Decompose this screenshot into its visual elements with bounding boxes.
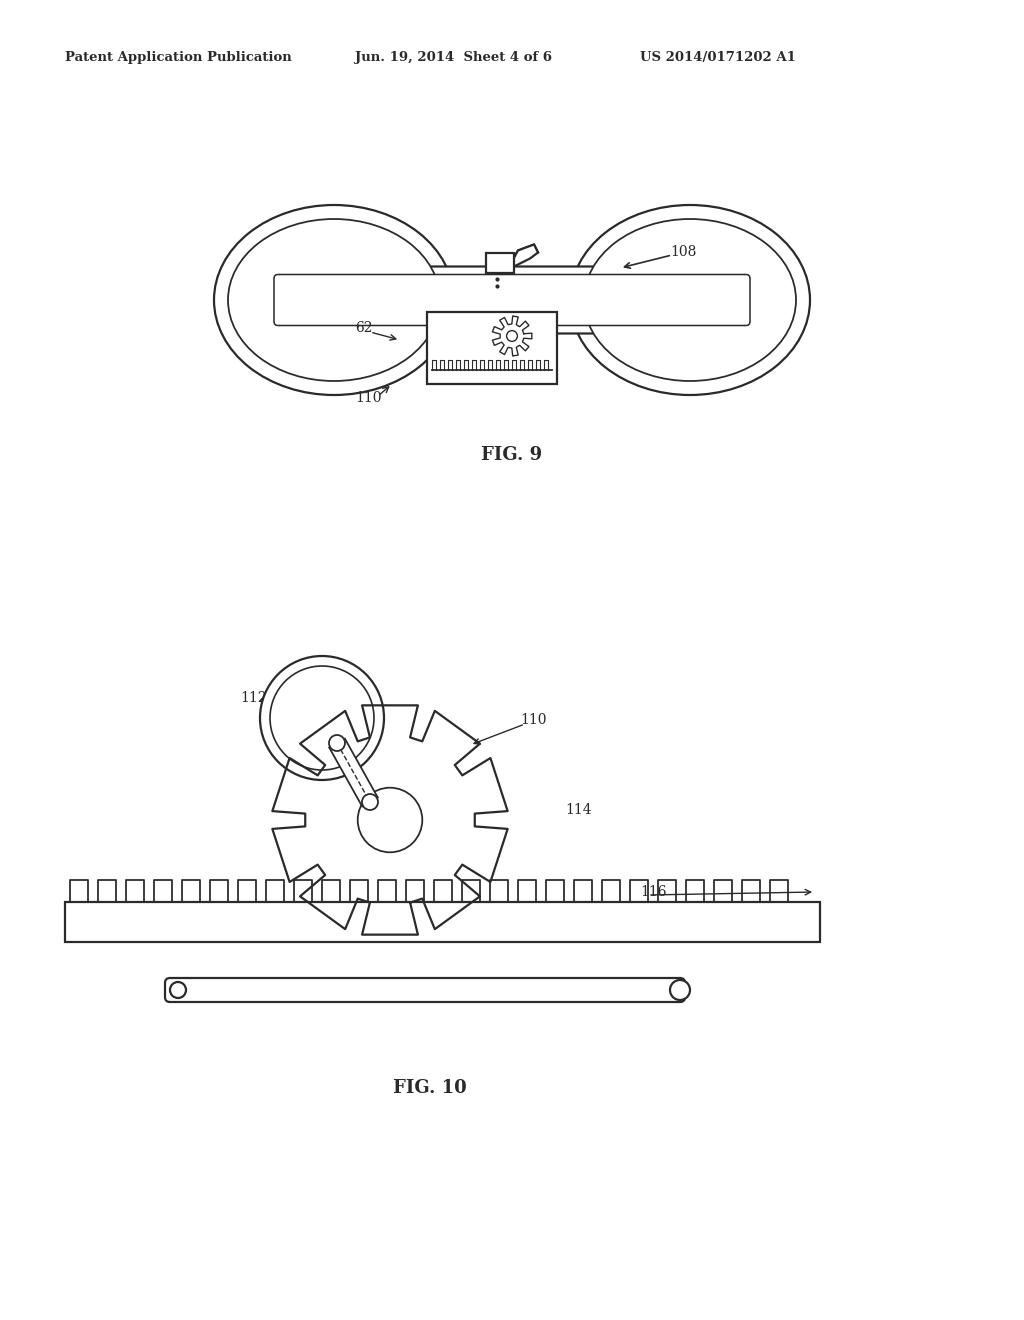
Text: 116: 116 bbox=[640, 884, 667, 899]
Ellipse shape bbox=[214, 205, 454, 395]
Bar bbox=[427, 312, 557, 384]
Bar bbox=[486, 252, 514, 272]
Text: Patent Application Publication: Patent Application Publication bbox=[65, 51, 292, 65]
Text: 110: 110 bbox=[520, 713, 547, 727]
Ellipse shape bbox=[228, 219, 440, 381]
Circle shape bbox=[357, 788, 422, 853]
Ellipse shape bbox=[570, 205, 810, 395]
Text: 118: 118 bbox=[575, 978, 601, 993]
Polygon shape bbox=[506, 244, 538, 272]
Circle shape bbox=[670, 979, 690, 1001]
Circle shape bbox=[362, 795, 378, 810]
Text: US 2014/0171202 A1: US 2014/0171202 A1 bbox=[640, 51, 796, 65]
Circle shape bbox=[329, 735, 345, 751]
Ellipse shape bbox=[584, 219, 796, 381]
Text: 108: 108 bbox=[670, 246, 696, 259]
FancyBboxPatch shape bbox=[266, 267, 758, 334]
Text: 114: 114 bbox=[565, 803, 592, 817]
Polygon shape bbox=[329, 739, 378, 807]
Text: 110: 110 bbox=[355, 391, 382, 405]
Circle shape bbox=[270, 667, 374, 770]
Circle shape bbox=[170, 982, 186, 998]
FancyBboxPatch shape bbox=[274, 275, 750, 326]
FancyBboxPatch shape bbox=[165, 978, 685, 1002]
Circle shape bbox=[260, 656, 384, 780]
Text: FIG. 9: FIG. 9 bbox=[481, 446, 543, 465]
Circle shape bbox=[507, 330, 517, 342]
Text: Jun. 19, 2014  Sheet 4 of 6: Jun. 19, 2014 Sheet 4 of 6 bbox=[355, 51, 552, 65]
Text: 62: 62 bbox=[355, 321, 373, 335]
Text: FIG. 10: FIG. 10 bbox=[393, 1078, 467, 1097]
Bar bbox=[65, 902, 820, 942]
Text: 112: 112 bbox=[240, 690, 266, 705]
